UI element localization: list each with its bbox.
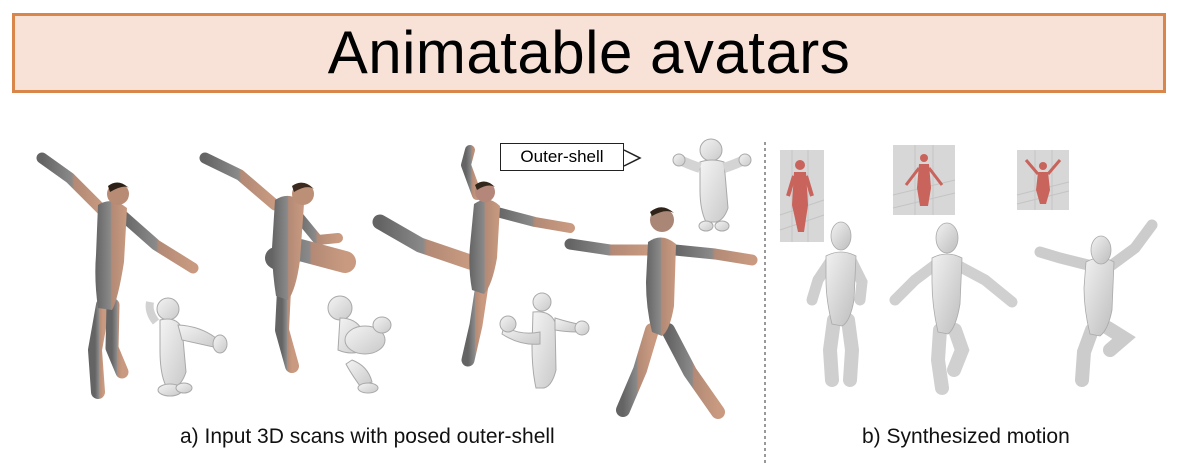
caption-input-scans: a) Input 3D scans with posed outer-shell	[180, 425, 555, 448]
shell-1	[145, 297, 228, 397]
caption-synthesized-motion: b) Synthesized motion	[862, 425, 1070, 448]
title-banner: Animatable avatars	[12, 13, 1166, 93]
scan-2	[199, 152, 356, 373]
callout-pointer	[623, 149, 642, 167]
shell-2	[327, 295, 392, 394]
scan-3	[372, 145, 575, 367]
synth-avatar-2	[889, 222, 1018, 395]
avatar-thumbnail-3	[1016, 150, 1070, 210]
synth-avatar-3	[1034, 219, 1158, 387]
outer-shell-callout: Outer-shell	[500, 143, 624, 171]
scan-4	[564, 207, 758, 419]
avatar-thumbnail-1	[779, 150, 825, 242]
shell-3	[499, 292, 590, 389]
figure-title: Animatable avatars	[327, 19, 851, 86]
avatar-thumbnail-2	[892, 145, 956, 215]
synth-avatar-1	[806, 221, 868, 387]
scan-1	[36, 152, 199, 399]
callout-label: Outer-shell	[520, 147, 604, 166]
shell-4	[672, 138, 752, 232]
